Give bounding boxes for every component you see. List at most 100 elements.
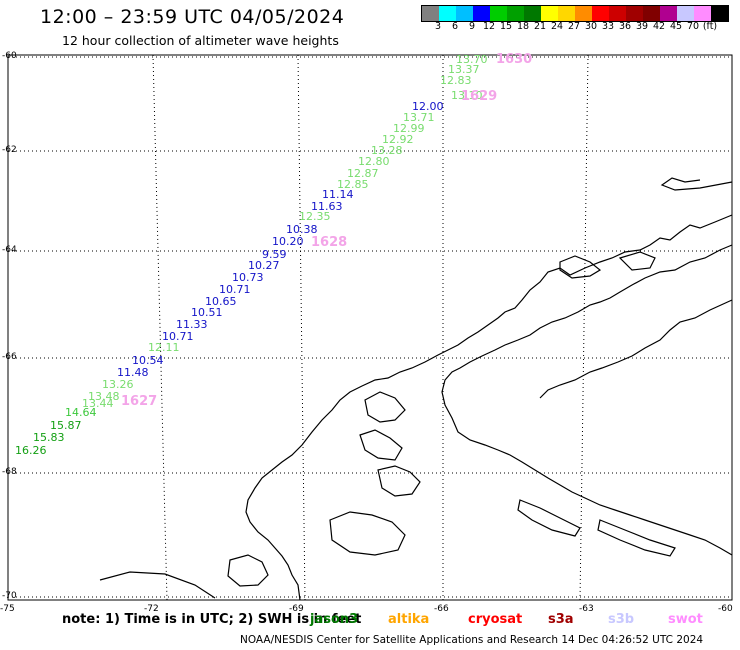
- longitude-label: -69: [289, 604, 304, 614]
- island-f: [559, 255, 602, 279]
- island-a: [364, 391, 406, 423]
- color-scale-label: 42: [652, 21, 666, 32]
- island-g: [618, 251, 656, 271]
- satellite-name: altika: [388, 612, 430, 627]
- ice-shelf-a: [517, 499, 581, 537]
- wave-height-reading: 12.00: [412, 100, 444, 113]
- color-scale-label: 9: [468, 21, 476, 32]
- island-b: [359, 429, 403, 461]
- color-scale-label: 39: [635, 21, 649, 32]
- pass-id-label: 1627: [121, 394, 158, 409]
- color-swatch: [711, 6, 728, 21]
- color-scale-label: (ft): [702, 21, 718, 32]
- latitude-label: -68: [2, 467, 17, 477]
- wave-height-reading: 9.59: [262, 248, 287, 261]
- latitude-gridlines: [8, 56, 732, 598]
- wave-height-reading: 12.83: [440, 74, 472, 87]
- wave-height-reading: 12.85: [337, 178, 369, 191]
- pass-id-label: 1630: [496, 52, 533, 67]
- wave-height-reading: 13.28: [371, 144, 403, 157]
- longitude-label: -72: [144, 604, 159, 614]
- color-scale-label: 30: [584, 21, 598, 32]
- color-swatch: [677, 6, 694, 21]
- color-scale-label: 15: [499, 21, 513, 32]
- longitude-gridlines: [152, 54, 589, 601]
- wave-height-reading: 10.27: [248, 259, 280, 272]
- wave-height-reading: 10.71: [219, 283, 251, 296]
- longitude-label: -63: [579, 604, 594, 614]
- inner-coast: [539, 299, 733, 399]
- longitude-label: -66: [434, 604, 449, 614]
- color-scale-label: 12: [482, 21, 496, 32]
- color-swatch: [524, 6, 541, 21]
- color-swatch: [609, 6, 626, 21]
- color-scale-bar: [421, 5, 729, 22]
- map-subtitle: 12 hour collection of altimeter wave hei…: [62, 33, 339, 48]
- wave-height-reading: 12.35: [299, 210, 331, 223]
- latitude-label: -60: [2, 51, 17, 61]
- peninsula-east-coast: [441, 244, 733, 556]
- latitude-label: -64: [2, 245, 17, 255]
- wave-height-reading: 14.64: [65, 406, 97, 419]
- wave-height-reading: 13.10: [451, 89, 483, 102]
- color-swatch: [660, 6, 677, 21]
- satellite-name: jason3: [310, 612, 359, 627]
- color-scale-label: 36: [618, 21, 632, 32]
- color-swatch: [490, 6, 507, 21]
- color-swatch: [541, 6, 558, 21]
- latitude-label: -62: [2, 145, 17, 155]
- wave-height-reading: 13.44: [82, 397, 114, 410]
- color-swatch: [439, 6, 456, 21]
- wave-height-reading: 13.70: [456, 53, 488, 66]
- color-swatch: [643, 6, 660, 21]
- island-c: [377, 465, 421, 497]
- color-scale-label: 18: [516, 21, 530, 32]
- coast-island-north: [660, 177, 733, 191]
- map-frame: [7, 54, 733, 601]
- wave-height-reading: 12.92: [382, 133, 414, 146]
- color-scale-label: 45: [669, 21, 683, 32]
- color-scale-label: 3: [434, 21, 442, 32]
- wave-height-reading: 12.11: [148, 341, 180, 354]
- ice-shelf-b: [597, 519, 676, 557]
- color-swatch: [592, 6, 609, 21]
- latitude-label: -70: [2, 591, 17, 601]
- color-swatch: [507, 6, 524, 21]
- color-scale-label: 6: [451, 21, 459, 32]
- peninsula-west-coast: [245, 214, 733, 601]
- map-title: 12:00 – 23:59 UTC 04/05/2024: [40, 6, 345, 28]
- color-swatch: [473, 6, 490, 21]
- wave-height-reading: 11.48: [117, 366, 149, 379]
- wave-height-reading: 10.51: [191, 306, 223, 319]
- alexander-island: [99, 571, 216, 599]
- wave-height-reading: 10.71: [162, 330, 194, 343]
- latitude-label: -66: [2, 352, 17, 362]
- island-e: [227, 554, 269, 587]
- longitude-label: -75: [0, 604, 15, 614]
- color-swatch: [422, 6, 439, 21]
- color-swatch: [456, 6, 473, 21]
- wave-height-reading: 10.20: [272, 235, 304, 248]
- color-scale-label: 70: [686, 21, 700, 32]
- wave-height-reading: 15.83: [33, 431, 65, 444]
- wave-height-reading: 12.87: [347, 167, 379, 180]
- wave-height-reading: 11.14: [322, 188, 354, 201]
- wave-height-reading: 15.87: [50, 419, 82, 432]
- color-scale-label: 27: [567, 21, 581, 32]
- satellite-name: s3a: [548, 612, 574, 627]
- pass-id-label: 1628: [311, 235, 348, 250]
- color-swatch: [626, 6, 643, 21]
- wave-height-reading: 10.38: [286, 223, 318, 236]
- coastline: [99, 177, 733, 601]
- color-swatch: [575, 6, 592, 21]
- color-swatch: [694, 6, 711, 21]
- wave-height-reading: 13.37: [448, 63, 480, 76]
- color-scale-label: 21: [533, 21, 547, 32]
- pass-id-label: 1629: [461, 89, 498, 104]
- color-scale-label: 24: [550, 21, 564, 32]
- satellite-name: cryosat: [468, 612, 523, 627]
- color-swatch: [558, 6, 575, 21]
- satellite-name: s3b: [608, 612, 635, 627]
